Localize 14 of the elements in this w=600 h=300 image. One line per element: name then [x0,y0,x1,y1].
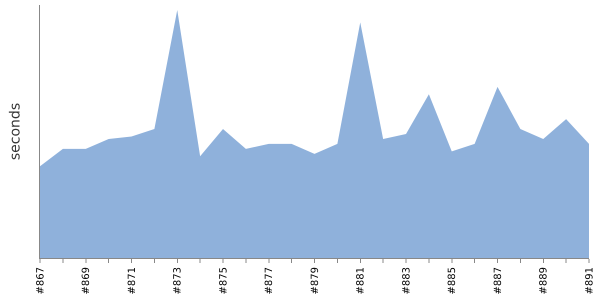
x-tick-label: #887 [492,267,504,294]
y-axis-title: seconds [8,102,24,160]
x-tick-label: #881 [356,267,366,294]
x-tick-label: #869 [81,267,92,294]
x-tick-label: #875 [218,267,230,294]
x-tick-label: #891 [584,267,596,294]
x-tick-label: #879 [310,267,321,294]
x-tick-label: #885 [447,267,458,294]
x-tick-label: #889 [538,267,550,294]
x-tick-label: #873 [172,267,184,294]
x-tick-label: #883 [401,267,412,294]
x-tick-label: #867 [35,267,46,294]
x-tick-label: #877 [264,267,275,294]
x-tick-label: #871 [126,267,138,294]
